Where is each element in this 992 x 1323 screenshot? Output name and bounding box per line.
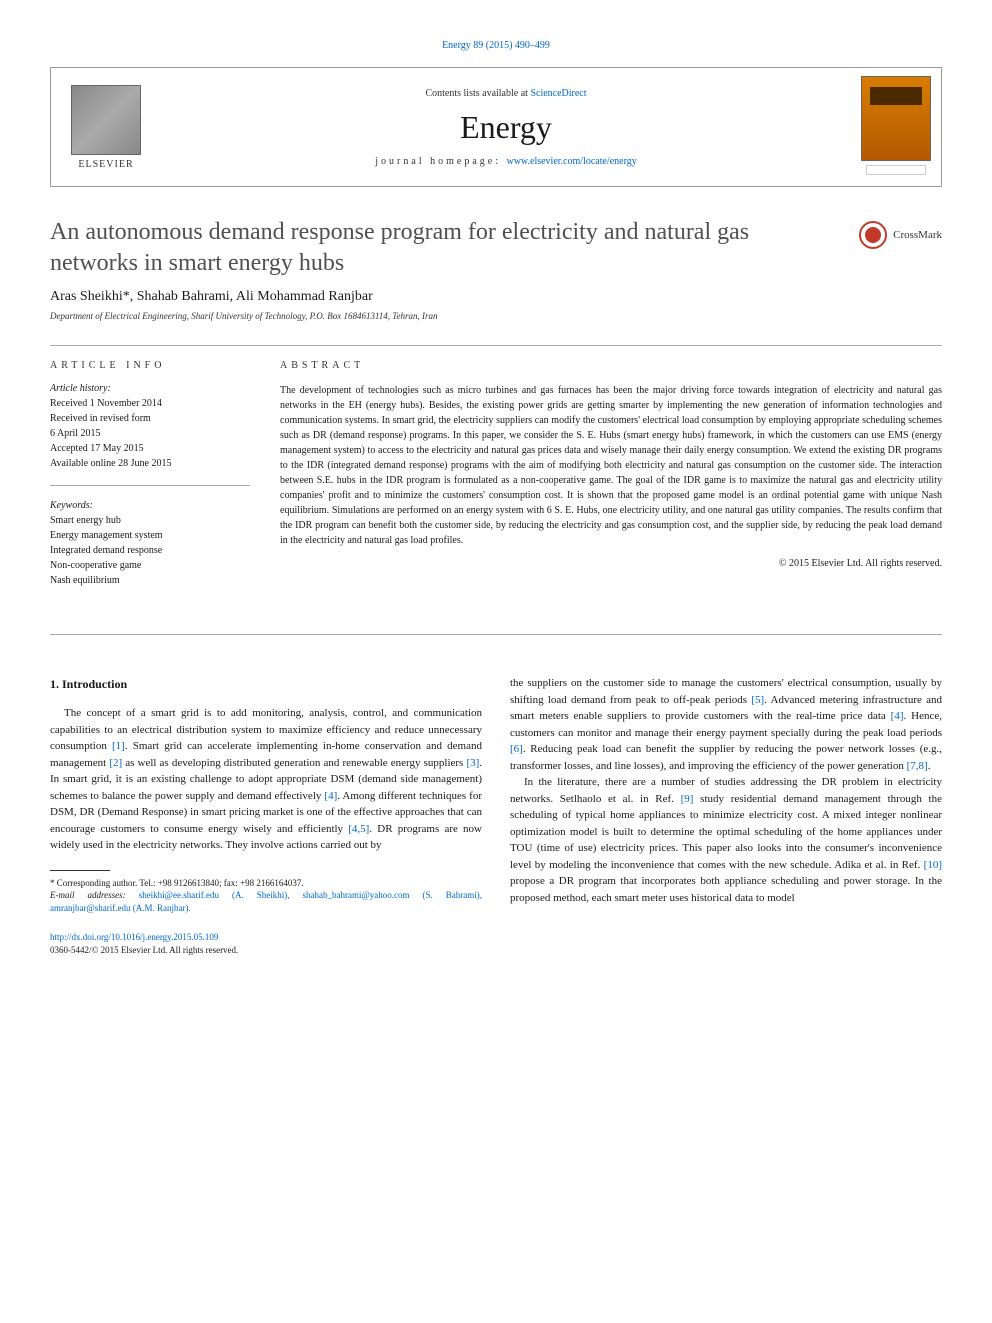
keyword: Nash equilibrium: [50, 573, 250, 588]
abstract-column: ABSTRACT The development of technologies…: [280, 360, 942, 616]
body-paragraph: In the literature, there are a number of…: [510, 774, 942, 906]
reference-link[interactable]: [1]: [112, 740, 125, 752]
citation-header: Energy 89 (2015) 490–499: [50, 40, 942, 51]
history-line: 6 April 2015: [50, 426, 250, 441]
contents-prefix: Contents lists available at: [425, 88, 530, 99]
authors: Aras Sheikhi*, Shahab Bahrami, Ali Moham…: [50, 289, 942, 305]
crossmark-label: CrossMark: [893, 229, 942, 241]
abstract-copyright: © 2015 Elsevier Ltd. All rights reserved…: [280, 558, 942, 569]
corr-author-line: * Corresponding author. Tel.: +98 912661…: [50, 877, 482, 890]
reference-link[interactable]: [4]: [324, 790, 337, 802]
reference-link[interactable]: [6]: [510, 743, 523, 755]
history-heading: Article history:: [50, 383, 250, 394]
rule-top: [50, 345, 942, 346]
doi-block: http://dx.doi.org/10.1016/j.energy.2015.…: [50, 931, 482, 958]
reference-link[interactable]: [5]: [751, 694, 764, 706]
doi-link[interactable]: http://dx.doi.org/10.1016/j.energy.2015.…: [50, 931, 482, 945]
keywords-heading: Keywords:: [50, 500, 250, 511]
journal-header-box: ELSEVIER Contents lists available at Sci…: [50, 67, 942, 187]
article-title: An autonomous demand response program fo…: [50, 217, 839, 279]
crossmark-icon: [859, 221, 887, 249]
homepage-url[interactable]: www.elsevier.com/locate/energy: [506, 156, 636, 167]
body-right-column: the suppliers on the customer side to ma…: [510, 675, 942, 957]
homepage-prefix: journal homepage:: [375, 156, 506, 167]
history-line: Accepted 17 May 2015: [50, 441, 250, 456]
header-center: Contents lists available at ScienceDirec…: [161, 76, 851, 179]
emails-line: E-mail addresses: sheikhi@ee.sharif.edu …: [50, 889, 482, 914]
keywords-block: Keywords: Smart energy hub Energy manage…: [50, 500, 250, 602]
cover-subimage-icon: [866, 165, 926, 175]
footnote-rule: [50, 870, 110, 871]
journal-cover: [851, 68, 941, 186]
history-line: Received 1 November 2014: [50, 396, 250, 411]
reference-link[interactable]: [7,8]: [907, 760, 928, 772]
article-info-label: ARTICLE INFO: [50, 360, 250, 371]
reference-link[interactable]: [3]: [466, 757, 479, 769]
homepage-line: journal homepage: www.elsevier.com/locat…: [173, 156, 839, 167]
reference-link[interactable]: [2]: [109, 757, 122, 769]
journal-name: Energy: [173, 109, 839, 146]
keyword: Non-cooperative game: [50, 558, 250, 573]
issn-line: 0360-5442/© 2015 Elsevier Ltd. All right…: [50, 944, 482, 958]
contents-line: Contents lists available at ScienceDirec…: [173, 88, 839, 99]
body-left-column: 1. Introduction The concept of a smart g…: [50, 675, 482, 957]
keyword: Energy management system: [50, 528, 250, 543]
body-paragraph: The concept of a smart grid is to add mo…: [50, 705, 482, 854]
body-paragraph: the suppliers on the customer side to ma…: [510, 675, 942, 774]
abstract-text: The development of technologies such as …: [280, 383, 942, 548]
article-history-block: Article history: Received 1 November 201…: [50, 383, 250, 486]
history-line: Available online 28 June 2015: [50, 456, 250, 471]
meta-abstract-row: ARTICLE INFO Article history: Received 1…: [50, 360, 942, 616]
intro-heading: 1. Introduction: [50, 675, 482, 693]
rule-after-abstract: [50, 634, 942, 635]
elsevier-logo: ELSEVIER: [51, 68, 161, 186]
elsevier-tree-icon: [71, 85, 141, 155]
keyword: Integrated demand response: [50, 543, 250, 558]
reference-link[interactable]: [9]: [681, 793, 694, 805]
reference-link[interactable]: [10]: [924, 859, 942, 871]
elsevier-brand: ELSEVIER: [78, 159, 133, 170]
body-columns: 1. Introduction The concept of a smart g…: [50, 675, 942, 957]
corresponding-author-footnote: * Corresponding author. Tel.: +98 912661…: [50, 877, 482, 915]
keyword: Smart energy hub: [50, 513, 250, 528]
reference-link[interactable]: [4,5]: [348, 823, 369, 835]
crossmark-badge[interactable]: CrossMark: [859, 221, 942, 249]
cover-image-icon: [861, 76, 931, 161]
history-line: Received in revised form: [50, 411, 250, 426]
reference-link[interactable]: [4]: [891, 710, 904, 722]
emails-label: E-mail addresses:: [50, 890, 139, 900]
affiliation: Department of Electrical Engineering, Sh…: [50, 311, 942, 321]
sciencedirect-link[interactable]: ScienceDirect: [530, 88, 586, 99]
title-row: An autonomous demand response program fo…: [50, 217, 942, 279]
abstract-label: ABSTRACT: [280, 360, 942, 371]
article-info-column: ARTICLE INFO Article history: Received 1…: [50, 360, 250, 616]
